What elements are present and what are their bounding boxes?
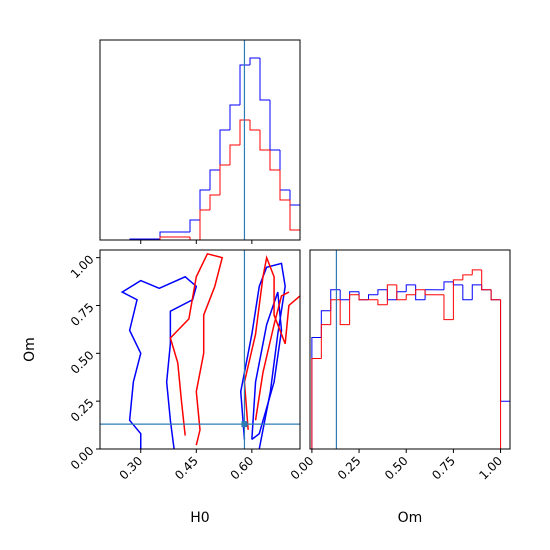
hist-step bbox=[249, 120, 260, 131]
x-axis-label: Om bbox=[398, 510, 423, 526]
hist-step bbox=[452, 281, 463, 286]
hist-step bbox=[279, 170, 290, 201]
hist-step bbox=[490, 289, 501, 301]
hist-step bbox=[405, 294, 416, 300]
hist-step bbox=[239, 64, 250, 105]
hist-step bbox=[462, 284, 473, 301]
hist-step bbox=[500, 299, 511, 449]
hist-step bbox=[229, 144, 240, 165]
x-tick-label: 0.45 bbox=[172, 454, 201, 483]
hist-step bbox=[405, 284, 416, 292]
x-tick-label: 0.60 bbox=[228, 454, 257, 483]
x-tick-label: 0.30 bbox=[117, 454, 146, 483]
hist-step bbox=[189, 219, 200, 232]
contour-line bbox=[251, 291, 283, 441]
hist-step bbox=[269, 150, 280, 171]
hist-step bbox=[159, 231, 170, 239]
hist-step bbox=[229, 104, 240, 130]
hist-step bbox=[377, 299, 388, 306]
hist-step bbox=[199, 209, 210, 240]
hist-step bbox=[159, 236, 170, 240]
hist-step bbox=[471, 269, 482, 275]
hist-step bbox=[349, 291, 360, 300]
hist-step bbox=[377, 289, 388, 295]
hist-step bbox=[424, 289, 435, 296]
y-axis-label: Om bbox=[22, 337, 38, 362]
hist-step bbox=[289, 190, 301, 240]
truth-point bbox=[241, 421, 248, 428]
y-tick-label: 0.00 bbox=[68, 444, 97, 473]
y-tick-label: 0.25 bbox=[68, 396, 97, 425]
hist-step bbox=[320, 324, 331, 359]
hist-step bbox=[349, 294, 360, 325]
hist-step bbox=[219, 164, 230, 195]
hist-step bbox=[339, 299, 350, 326]
hist-step bbox=[452, 279, 463, 320]
hist-step bbox=[259, 58, 270, 101]
hist-step bbox=[500, 299, 510, 450]
hist-step bbox=[367, 294, 378, 300]
hist-step bbox=[330, 299, 341, 325]
hist-step bbox=[199, 189, 210, 220]
contour-line bbox=[120, 275, 198, 450]
hist-step bbox=[386, 284, 397, 305]
hist-step bbox=[396, 291, 407, 300]
x-tick-label: 0.25 bbox=[335, 454, 364, 483]
x-tick-label: 1.00 bbox=[476, 454, 505, 483]
y-tick-label: 0.75 bbox=[68, 300, 97, 329]
hist-step bbox=[209, 194, 220, 210]
axes-frame bbox=[99, 249, 301, 450]
contour-line bbox=[254, 291, 290, 421]
hist-step bbox=[311, 337, 322, 449]
hist-step bbox=[279, 150, 290, 191]
hist-step bbox=[239, 119, 250, 145]
contour-line bbox=[169, 252, 224, 446]
axes-frame bbox=[309, 249, 511, 450]
hist-step bbox=[209, 169, 220, 190]
hist-step bbox=[443, 294, 454, 321]
hist-step bbox=[462, 274, 473, 280]
x-tick-label: 0.50 bbox=[382, 454, 411, 483]
hist-step bbox=[481, 269, 492, 291]
x-axis-label: H0 bbox=[190, 510, 209, 526]
axes-frame bbox=[99, 39, 301, 241]
hist-step bbox=[269, 100, 280, 151]
x-tick-label: 0.75 bbox=[429, 454, 458, 483]
hist-step bbox=[289, 200, 301, 240]
hist-step bbox=[415, 289, 426, 295]
contour-line bbox=[243, 254, 301, 430]
hist-step bbox=[490, 289, 501, 301]
hist-step bbox=[396, 284, 407, 301]
hist-step bbox=[339, 289, 350, 301]
hist-step bbox=[358, 294, 369, 301]
hist-step bbox=[443, 281, 454, 290]
hist-step bbox=[358, 291, 369, 301]
hist-step bbox=[386, 289, 397, 301]
hist-step bbox=[259, 130, 270, 151]
hist-step bbox=[471, 284, 482, 300]
hist-step bbox=[415, 284, 426, 301]
y-tick-label: 0.50 bbox=[68, 348, 97, 377]
y-tick-label: 1.00 bbox=[68, 252, 97, 281]
hist-step bbox=[249, 57, 260, 65]
hist-step bbox=[219, 129, 230, 170]
hist-step bbox=[311, 357, 322, 449]
x-tick-label: 0.00 bbox=[288, 454, 317, 483]
hist-step bbox=[481, 284, 492, 291]
